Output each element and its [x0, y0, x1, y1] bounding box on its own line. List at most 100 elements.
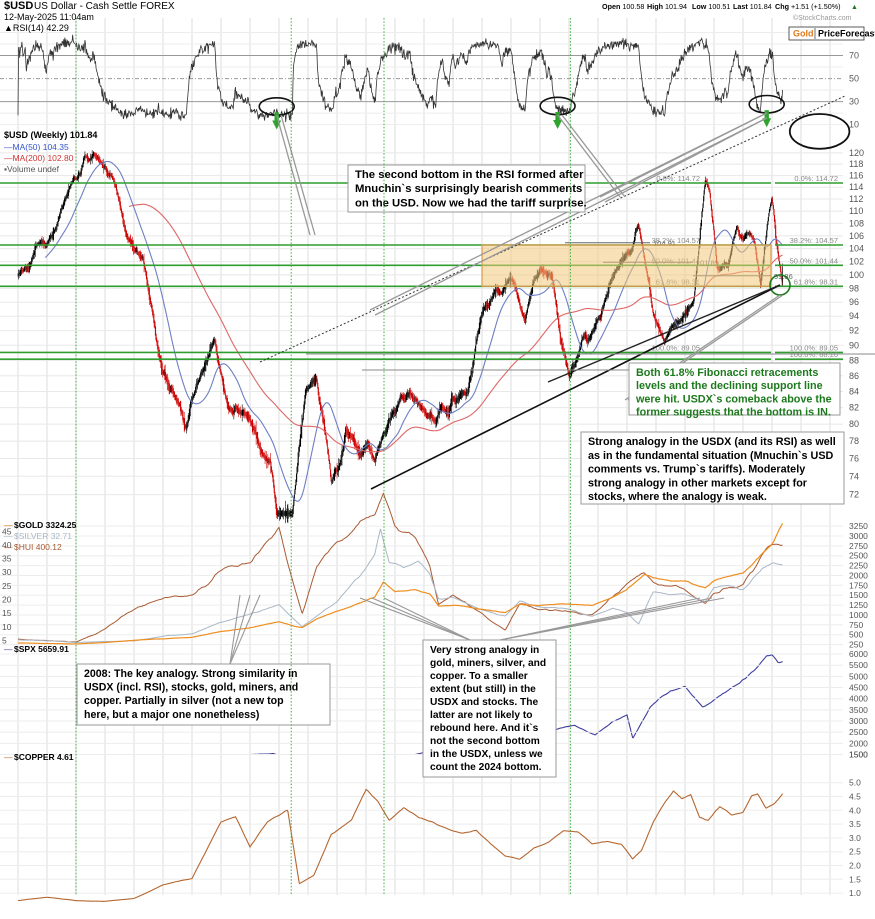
svg-text:1500: 1500 — [849, 750, 868, 760]
svg-text:112: 112 — [849, 194, 863, 204]
svg-text:3000: 3000 — [849, 716, 868, 726]
svg-text:35: 35 — [2, 554, 12, 564]
svg-text:2500: 2500 — [849, 551, 868, 561]
svg-text:$HUI 400.12: $HUI 400.12 — [14, 542, 62, 552]
svg-text:90: 90 — [849, 340, 859, 350]
svg-text:copper. Partially in silver (n: copper. Partially in silver (not a new t… — [84, 695, 284, 707]
svg-text:2.5: 2.5 — [849, 847, 861, 857]
svg-text:$GOLD 3324.25: $GOLD 3324.25 — [14, 520, 77, 530]
svg-text:5000: 5000 — [849, 671, 868, 681]
svg-text:15: 15 — [2, 608, 12, 618]
svg-text:108: 108 — [849, 218, 864, 228]
svg-text:116: 116 — [849, 171, 863, 181]
svg-text:1500: 1500 — [849, 590, 868, 600]
svg-text:Both 61.8% Fibonacci retraceme: Both 61.8% Fibonacci retracements — [636, 367, 818, 379]
svg-text:0.0%: 114.72: 0.0%: 114.72 — [794, 174, 838, 183]
svg-text:92: 92 — [849, 326, 859, 336]
svg-text:74: 74 — [849, 471, 859, 481]
svg-text:Low 100.51: Low 100.51 — [692, 2, 730, 11]
svg-text:—: — — [4, 644, 13, 654]
svg-text:102: 102 — [849, 257, 864, 267]
svg-text:Chg +1.51 (+1.50%): Chg +1.51 (+1.50%) — [775, 2, 841, 11]
svg-text:4000: 4000 — [849, 694, 868, 704]
svg-text:—: — — [4, 531, 13, 541]
svg-text:0.0%: 114.72: 0.0%: 114.72 — [656, 174, 700, 183]
svg-text:86: 86 — [849, 371, 859, 381]
svg-text:104: 104 — [849, 244, 864, 254]
svg-text:—: — — [4, 520, 13, 530]
svg-text:118: 118 — [849, 159, 863, 169]
svg-text:4.5: 4.5 — [849, 792, 861, 802]
svg-text:10: 10 — [849, 120, 859, 130]
svg-text:latter are not likely to: latter are not likely to — [430, 710, 532, 721]
svg-text:82: 82 — [849, 403, 859, 413]
svg-text:stocks, where the analogy is w: stocks, where the analogy is weak. — [588, 491, 767, 503]
svg-text:strong analogy in other market: strong analogy in other markets except f… — [588, 477, 808, 489]
svg-text:10: 10 — [2, 622, 12, 632]
svg-text:50.0%: 101.44: 50.0%: 101.44 — [790, 256, 838, 265]
svg-text:Very strong analogy in: Very strong analogy in — [430, 645, 539, 656]
svg-text:$SPX 5659.91: $SPX 5659.91 — [14, 644, 69, 654]
svg-text:750: 750 — [849, 620, 863, 630]
svg-text:USDX and stocks. The: USDX and stocks. The — [430, 697, 538, 708]
svg-text:levels and the declining suppo: levels and the declining support line — [636, 380, 823, 392]
svg-text:Strong analogy in the USDX (an: Strong analogy in the USDX (and its RSI)… — [588, 436, 836, 448]
svg-text:70: 70 — [849, 51, 859, 61]
svg-text:▪Volume undef: ▪Volume undef — [4, 164, 60, 174]
svg-text:count the 2024 bottom.: count the 2024 bottom. — [430, 762, 542, 773]
svg-text:3500: 3500 — [849, 705, 868, 715]
svg-text:rebound here. And it`s: rebound here. And it`s — [430, 723, 539, 734]
svg-text:88: 88 — [849, 355, 859, 365]
svg-text:©StockCharts.com: ©StockCharts.com — [793, 14, 852, 22]
svg-text:The second bottom in the RSI f: The second bottom in the RSI formed afte… — [355, 169, 584, 181]
svg-text:—MA(50) 104.35: —MA(50) 104.35 — [4, 142, 69, 152]
svg-text:38.2%: 104.57: 38.2%: 104.57 — [790, 236, 838, 245]
svg-text:PriceForecast.com: PriceForecast.com — [818, 29, 875, 39]
svg-text:2500: 2500 — [849, 727, 868, 737]
svg-text:in the USDX, unless we: in the USDX, unless we — [430, 749, 543, 760]
svg-text:76: 76 — [849, 454, 859, 464]
svg-text:2.0: 2.0 — [849, 861, 861, 871]
svg-text:50: 50 — [849, 74, 859, 84]
svg-text:former suggests that the botto: former suggests that the bottom is IN. — [636, 407, 831, 419]
svg-text:100: 100 — [849, 270, 864, 280]
svg-text:2000: 2000 — [849, 571, 868, 581]
svg-text:4500: 4500 — [849, 683, 868, 693]
svg-text:on the USD. Now we had the tar: on the USD. Now we had the tariff surpri… — [355, 197, 587, 209]
svg-text:1250: 1250 — [849, 600, 868, 610]
svg-text:3.0: 3.0 — [849, 833, 861, 843]
svg-text:—: — — [4, 752, 13, 762]
svg-text:100.0%: 88.16: 100.0%: 88.16 — [790, 350, 838, 359]
svg-text:were hit. USDX`s comeback abov: were hit. USDX`s comeback above the — [635, 393, 832, 405]
svg-text:not the second bottom: not the second bottom — [430, 736, 540, 747]
svg-text:US Dollar - Cash Settle FOREX: US Dollar - Cash Settle FOREX — [34, 1, 175, 12]
svg-text:2000: 2000 — [849, 738, 868, 748]
svg-text:copper. To a smaller: copper. To a smaller — [430, 671, 528, 682]
svg-text:4.0: 4.0 — [849, 805, 861, 815]
svg-text:1750: 1750 — [849, 580, 868, 590]
svg-text:6000: 6000 — [849, 649, 868, 659]
svg-text:5500: 5500 — [849, 660, 868, 670]
svg-text:Mnuchin`s surprisingly bearish: Mnuchin`s surprisingly bearish comments — [355, 183, 582, 195]
svg-text:78: 78 — [849, 436, 859, 446]
svg-text:98: 98 — [849, 283, 859, 293]
svg-text:3250: 3250 — [849, 521, 868, 531]
svg-text:500: 500 — [849, 630, 863, 640]
svg-text:1000: 1000 — [849, 610, 868, 620]
svg-text:1.5: 1.5 — [849, 874, 861, 884]
svg-text:extent (but still) in the: extent (but still) in the — [430, 684, 536, 695]
svg-text:gold, miners, silver, and: gold, miners, silver, and — [430, 658, 546, 669]
svg-text:$USD (Weekly) 101.84: $USD (Weekly) 101.84 — [4, 130, 97, 140]
svg-text:120: 120 — [849, 148, 864, 158]
svg-text:3.5: 3.5 — [849, 819, 861, 829]
svg-text:▲: ▲ — [851, 4, 858, 11]
svg-text:12-May-2025 11:04am: 12-May-2025 11:04am — [4, 12, 94, 22]
svg-text:—MA(200) 102.80: —MA(200) 102.80 — [4, 153, 74, 163]
svg-text:94: 94 — [849, 311, 859, 321]
svg-text:25: 25 — [2, 581, 12, 591]
svg-text:USDX (incl. RSI), stocks, gold: USDX (incl. RSI), stocks, gold, miners, … — [84, 682, 298, 694]
svg-text:Last 101.84: Last 101.84 — [733, 2, 772, 11]
svg-text:1.0: 1.0 — [849, 888, 861, 898]
svg-text:20: 20 — [2, 595, 12, 605]
svg-text:96: 96 — [849, 297, 859, 307]
